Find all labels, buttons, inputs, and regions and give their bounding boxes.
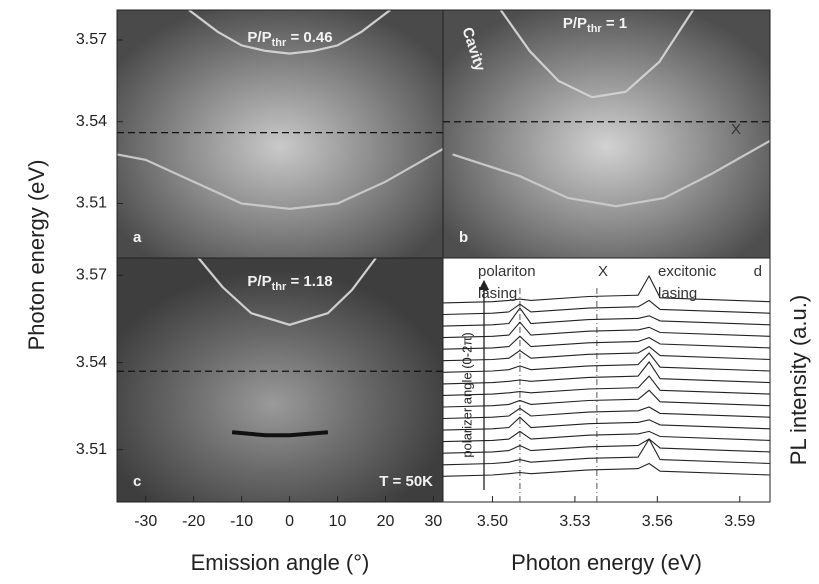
spectrum: [443, 406, 770, 420]
title-rest: = 1: [602, 15, 627, 32]
spectrum: [443, 352, 770, 373]
x-tick-label: -20: [182, 513, 205, 530]
panel-background: [443, 10, 770, 258]
spectrum: [443, 321, 770, 339]
panel-title: P/Pthr = 1.18: [247, 273, 332, 293]
x-tick-label: -30: [134, 513, 157, 530]
title-sub: thr: [272, 37, 287, 49]
panel-b: [443, 10, 770, 208]
spectrum: [443, 375, 770, 396]
spectrum: [443, 389, 770, 408]
dispersion-curve: [452, 139, 770, 208]
dispersion-curve: [197, 258, 377, 326]
y-tick-label: 3.54: [76, 113, 107, 130]
spectrum: [443, 416, 770, 431]
x-tick-label: 3.56: [642, 513, 673, 530]
y-axis-label: PL intensity (a.u.): [786, 295, 811, 465]
x-axis-label: Emission angle (°): [191, 550, 370, 575]
x-tick-label: -10: [230, 513, 253, 530]
annotation: polariton: [478, 263, 536, 280]
y-tick-label: 3.57: [76, 31, 107, 48]
annotation: X: [731, 121, 741, 138]
spectrum: [443, 430, 770, 443]
x-tick-label: 3.53: [559, 513, 590, 530]
panel-letter: b: [459, 229, 468, 246]
panel-c: [117, 258, 443, 438]
spectrum: [443, 361, 770, 385]
annotation: T = 50K: [379, 473, 433, 490]
spectrum: [443, 345, 770, 362]
spectrum: [443, 437, 770, 466]
panel-title: P/Pthr = 0.46: [247, 29, 332, 49]
y-tick-label: 3.57: [76, 267, 107, 284]
title-sub: thr: [587, 23, 602, 35]
title-sub: thr: [272, 281, 287, 293]
side-label: polarizer angle (0-2π): [459, 332, 474, 457]
dispersion-curve: [499, 10, 695, 99]
y-tick-label: 3.51: [76, 441, 107, 458]
panel-background: [117, 10, 443, 258]
x-tick-label: 20: [377, 513, 395, 530]
spectrum: [443, 307, 770, 327]
spectrum: [443, 274, 770, 304]
x-tick-label: 3.59: [724, 513, 755, 530]
annotation: X: [598, 263, 608, 280]
panel-title: P/Pthr = 1: [563, 15, 627, 35]
title-main: P/P: [563, 15, 587, 32]
x-tick-label: 3.50: [477, 513, 508, 530]
panel-a: [117, 10, 443, 211]
panel-d: [443, 274, 770, 502]
title-main: P/P: [247, 273, 271, 290]
panel-letter: d: [754, 263, 762, 280]
title-rest: = 0.46: [286, 29, 332, 46]
title-rest: = 1.18: [286, 273, 332, 290]
title-main: P/P: [247, 29, 271, 46]
annotation: excitonic: [658, 263, 717, 280]
dispersion-curve: [117, 148, 443, 211]
spectrum: [443, 438, 770, 454]
panel-letter: c: [133, 473, 141, 490]
spectrum: [443, 335, 770, 350]
spectrum: [443, 462, 770, 477]
x-axis-label: Photon energy (eV): [511, 550, 702, 575]
panel-background: [117, 258, 443, 502]
panel-frame: [442, 257, 771, 503]
panel-letter: a: [133, 229, 142, 246]
y-tick-label: 3.51: [76, 195, 107, 212]
dispersion-curve: [188, 10, 391, 55]
annotation: lasing: [658, 285, 697, 302]
x-tick-label: 0: [285, 513, 294, 530]
x-tick-label: 10: [329, 513, 347, 530]
y-tick-label: 3.54: [76, 354, 107, 371]
spectrum: [443, 299, 770, 316]
y-axis-label: Photon energy (eV): [24, 160, 49, 351]
dispersion-curve: [231, 430, 329, 438]
x-tick-label: 30: [425, 513, 443, 530]
